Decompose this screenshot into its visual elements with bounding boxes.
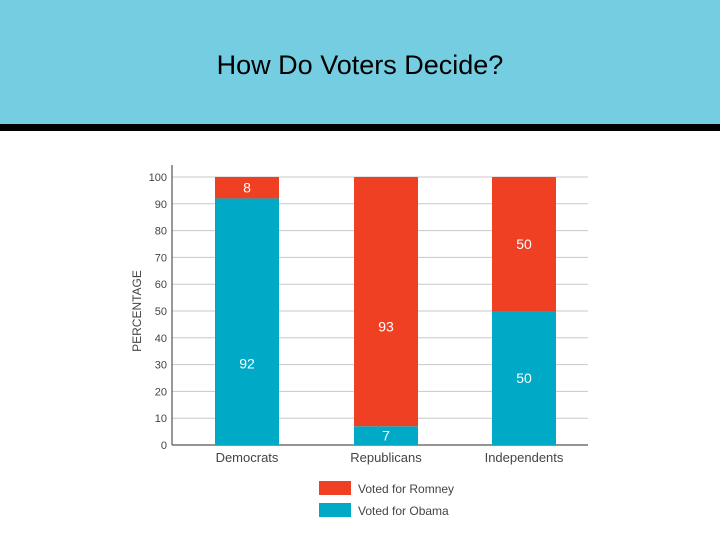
y-tick-label-10: 10 xyxy=(155,413,167,425)
y-tick-label-70: 70 xyxy=(155,252,167,264)
y-tick-label-100: 100 xyxy=(149,172,167,184)
legend-swatch-voted-for-obama xyxy=(319,503,351,517)
y-tick-label-30: 30 xyxy=(155,360,167,372)
x-tick-label-republicans: Republicans xyxy=(350,450,422,465)
bar-value-label-democrats-voted-for-romney: 8 xyxy=(243,180,251,196)
bar-value-label-republicans-voted-for-romney: 93 xyxy=(378,319,394,335)
legend-label-voted-for-romney: Voted for Romney xyxy=(358,482,454,496)
y-tick-label-0: 0 xyxy=(161,440,167,452)
x-tick-label-independents: Independents xyxy=(485,450,564,465)
y-axis-title: PERCENTAGE xyxy=(130,270,144,352)
y-tick-label-90: 90 xyxy=(155,199,167,211)
y-tick-label-80: 80 xyxy=(155,226,167,238)
bar-independents-voted-for-romney xyxy=(492,177,556,311)
bar-republicans-voted-for-romney xyxy=(354,177,418,427)
legend-label-voted-for-obama: Voted for Obama xyxy=(358,504,449,518)
y-tick-label-50: 50 xyxy=(155,306,167,318)
bar-democrats-voted-for-romney xyxy=(215,177,279,199)
bar-value-label-republicans-voted-for-obama: 7 xyxy=(382,428,390,444)
y-tick-label-40: 40 xyxy=(155,333,167,345)
slide-title: How Do Voters Decide? xyxy=(216,50,504,80)
x-tick-label-democrats: Democrats xyxy=(216,450,279,465)
legend-swatch-voted-for-romney xyxy=(319,481,351,495)
bar-value-label-independents-voted-for-romney: 50 xyxy=(516,236,532,252)
y-tick-label-20: 20 xyxy=(155,386,167,398)
bar-republicans-voted-for-obama xyxy=(354,426,418,445)
bar-democrats-voted-for-obama xyxy=(215,198,279,445)
bar-independents-voted-for-obama xyxy=(492,311,556,445)
title-divider xyxy=(0,124,720,131)
bar-value-label-democrats-voted-for-obama: 92 xyxy=(239,356,255,372)
bar-value-label-independents-voted-for-obama: 50 xyxy=(516,370,532,386)
title-banner xyxy=(0,0,720,124)
y-tick-label-60: 60 xyxy=(155,279,167,291)
